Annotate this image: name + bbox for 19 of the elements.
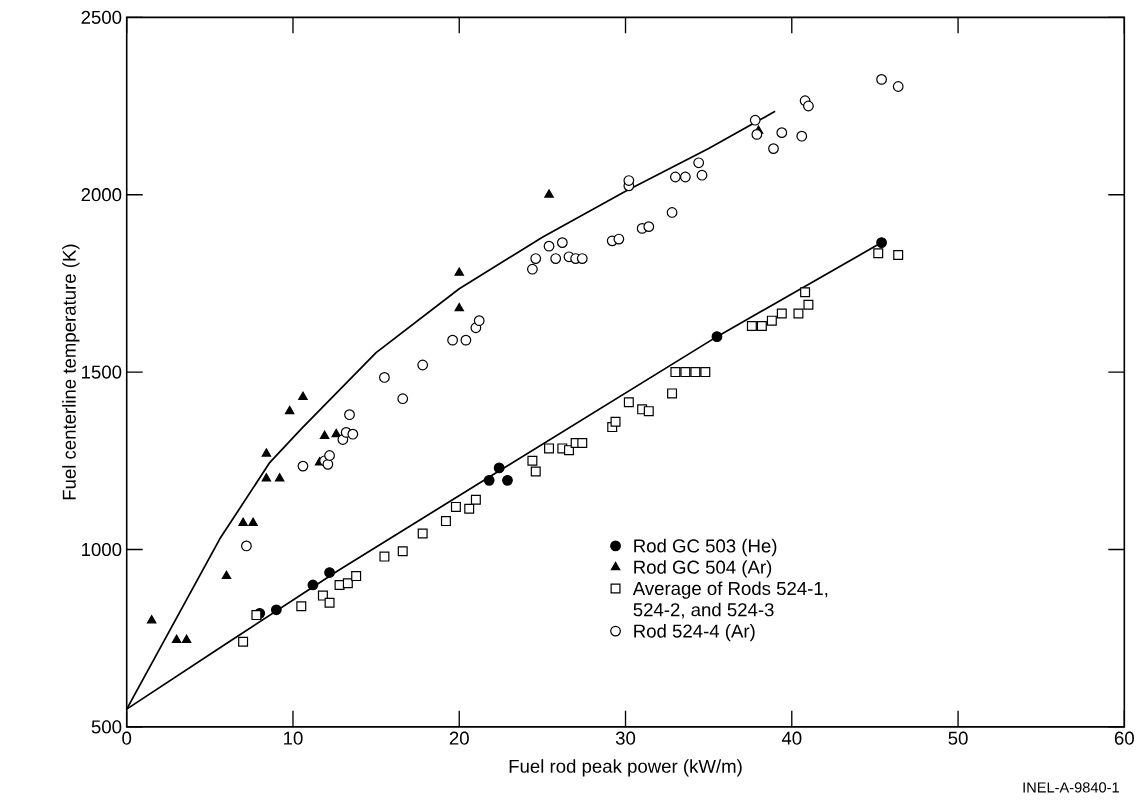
y-tick-label: 2000 xyxy=(81,188,122,202)
x-tick-label: 50 xyxy=(948,731,968,745)
legend-label: Rod GC 503 (He) xyxy=(634,539,777,557)
x-tick-label: 60 xyxy=(1114,731,1134,745)
legend-label: Average of Rods 524-1, 524-2, and 524-3 xyxy=(632,581,828,619)
legend-label: Rod GC 504 (Ar) xyxy=(634,560,772,578)
x-tick-label: 20 xyxy=(449,731,469,745)
x-tick-label: 30 xyxy=(615,731,636,745)
y-tick-label: 1000 xyxy=(82,543,122,557)
x-tick-label: 0 xyxy=(122,731,132,745)
y-tick-label: 1500 xyxy=(82,365,122,379)
x-axis-title: Fuel rod peak power (kW/m) xyxy=(509,759,742,777)
y-tick-label: 2500 xyxy=(81,10,122,25)
y-axis-title: Fuel centerline temperature (K) xyxy=(62,244,80,500)
x-tick-label: 40 xyxy=(781,731,802,745)
legend-label: Rod 524-4 (Ar) xyxy=(634,624,755,642)
x-tick-label: 10 xyxy=(284,731,303,745)
text: INEL-A-9840-1 xyxy=(1023,782,1119,793)
y-tick-label: 500 xyxy=(91,720,122,734)
